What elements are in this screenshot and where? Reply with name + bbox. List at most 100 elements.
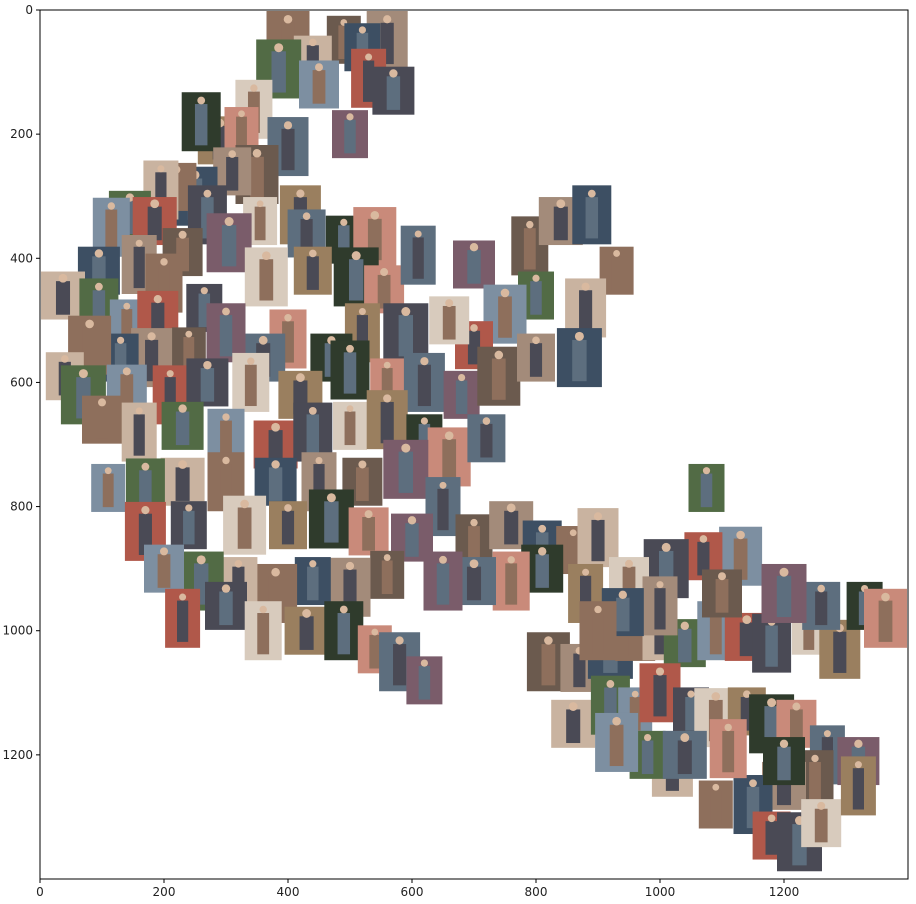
data-point-thumbnail — [244, 601, 282, 661]
data-point-thumbnail — [595, 712, 639, 772]
thumbnail-figure — [405, 523, 419, 557]
thumbnail-head — [157, 165, 165, 173]
thumbnail-figure — [343, 569, 357, 611]
thumbnail-figure — [677, 740, 692, 775]
thumbnail-head — [702, 467, 711, 475]
thumbnail-figure — [356, 467, 369, 501]
thumbnail-figure — [491, 358, 506, 400]
thumbnail-figure — [236, 116, 247, 151]
thumbnail-head — [613, 250, 620, 257]
thumbnail-figure — [579, 290, 593, 332]
data-point-thumbnail — [330, 340, 370, 400]
thumbnail-head — [767, 698, 777, 708]
thumbnail-head — [854, 761, 862, 769]
data-point-thumbnail — [763, 737, 805, 786]
thumbnail-head — [606, 680, 615, 688]
thumbnail-figure — [220, 464, 232, 506]
x-tick-label: 800 — [525, 885, 548, 899]
thumbnail-head — [346, 405, 354, 412]
data-point-thumbnail — [223, 495, 267, 555]
data-point-thumbnail — [269, 501, 307, 550]
thumbnail-head — [656, 581, 664, 589]
thumbnail-figure — [809, 761, 821, 804]
thumbnail-figure — [437, 488, 449, 531]
thumbnail-head — [178, 404, 187, 413]
thumbnail-figure — [710, 790, 722, 824]
thumbnail-head — [594, 605, 602, 614]
thumbnail-figure — [349, 259, 364, 301]
thumbnail-head — [302, 212, 311, 220]
thumbnail-head — [358, 460, 367, 469]
thumbnail-figure — [776, 575, 792, 618]
data-point-thumbnail — [517, 333, 555, 382]
thumbnail-figure — [175, 411, 190, 446]
thumbnail-figure — [139, 470, 152, 512]
thumbnail-head — [358, 26, 366, 34]
thumbnail-figure — [530, 281, 542, 315]
thumbnail-head — [401, 307, 411, 317]
data-point-thumbnail — [332, 110, 368, 159]
thumbnail-head — [185, 504, 193, 512]
thumbnail-head — [351, 251, 361, 261]
thumbnail-figure — [455, 380, 468, 415]
thumbnail-head — [203, 360, 212, 370]
thumbnail-figure — [380, 401, 394, 444]
thumbnail-head — [196, 555, 206, 565]
data-point-thumbnail — [121, 402, 157, 462]
thumbnail-head — [274, 43, 284, 53]
thumbnail-marks — [41, 11, 907, 872]
thumbnail-figure — [685, 697, 697, 731]
thumbnail-head — [532, 274, 540, 282]
data-point-thumbnail — [423, 551, 463, 611]
thumbnail-figure — [175, 467, 190, 501]
thumbnail-figure — [467, 330, 481, 365]
x-tick-label: 600 — [401, 885, 424, 899]
thumbnail-head — [309, 560, 317, 568]
data-point-thumbnail — [801, 799, 842, 848]
thumbnail-head — [618, 590, 627, 600]
thumbnail-head — [420, 357, 429, 366]
thumbnail-head — [256, 200, 264, 208]
thumbnail-head — [469, 243, 479, 252]
thumbnail-figure — [852, 768, 864, 810]
thumbnail-head — [494, 350, 504, 360]
y-tick-label: 1200 — [2, 748, 33, 762]
data-point-thumbnail — [293, 246, 332, 295]
thumbnail-figure — [468, 526, 480, 568]
thumbnail-head — [166, 370, 174, 378]
thumbnail-figure — [417, 364, 431, 407]
data-point-thumbnail — [254, 457, 297, 506]
data-point-thumbnail — [511, 216, 549, 276]
x-tick-label: 200 — [153, 885, 176, 899]
thumbnail-figure — [105, 209, 118, 251]
thumbnail-figure — [324, 501, 339, 543]
thumbnail-head — [296, 373, 305, 382]
thumbnail-figure — [120, 374, 134, 408]
thumbnail-head — [625, 559, 633, 568]
y-tick-label: 1000 — [2, 624, 33, 638]
thumbnail-head — [309, 249, 317, 258]
thumbnail-head — [123, 302, 131, 310]
data-point-thumbnail — [403, 352, 445, 412]
thumbnail-figure — [158, 265, 170, 307]
thumbnail-figure — [765, 625, 778, 667]
thumbnail-head — [302, 609, 311, 618]
thumbnail-head — [538, 524, 547, 533]
thumbnail-head — [661, 542, 671, 552]
thumbnail-figure — [777, 746, 791, 781]
thumbnail-figure — [337, 613, 351, 655]
thumbnail-head — [383, 554, 391, 561]
thumbnail-head — [95, 282, 103, 291]
data-point-thumbnail — [206, 303, 246, 363]
data-point-thumbnail — [761, 563, 807, 623]
thumbnail-head — [469, 559, 479, 569]
data-point-thumbnail — [370, 550, 405, 599]
thumbnail-figure — [254, 206, 266, 241]
thumbnail-figure — [377, 274, 391, 309]
thumbnail-figure — [580, 575, 592, 618]
thumbnail-figure — [338, 25, 350, 59]
thumbnail-head — [61, 355, 69, 363]
thumbnail-figure — [572, 339, 587, 382]
y-tick-label: 400 — [10, 251, 33, 265]
thumbnail-figure — [412, 237, 424, 279]
